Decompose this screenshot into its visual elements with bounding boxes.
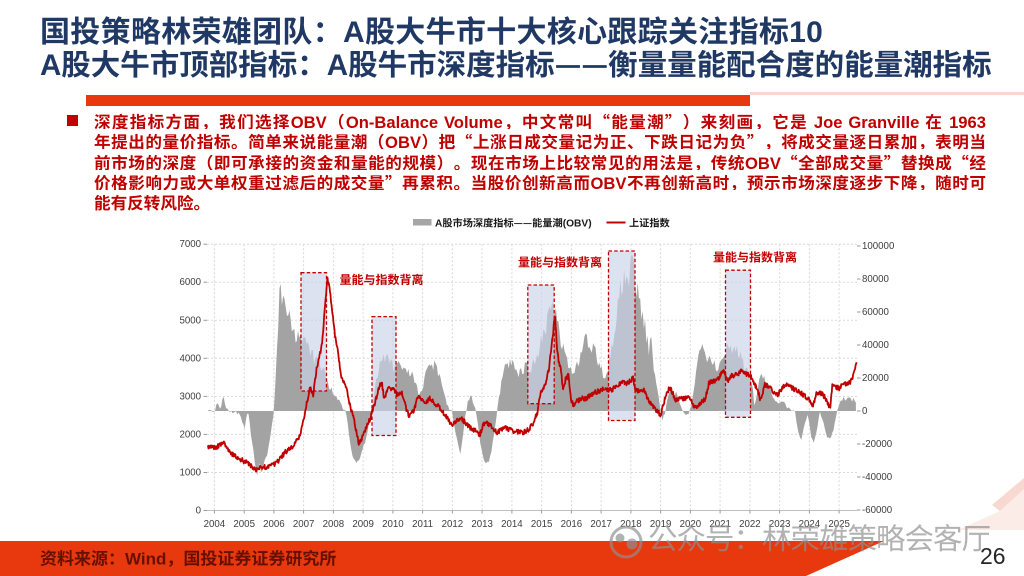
svg-text:2006: 2006	[263, 519, 285, 530]
svg-text:100000: 100000	[862, 241, 895, 252]
svg-text:2000: 2000	[179, 429, 201, 440]
svg-text:2008: 2008	[323, 519, 345, 530]
svg-text:6000: 6000	[179, 277, 201, 288]
svg-text:2014: 2014	[501, 519, 523, 530]
svg-text:7000: 7000	[179, 239, 201, 250]
svg-text:量能与指数背离: 量能与指数背离	[518, 254, 602, 271]
svg-text:-20000: -20000	[862, 439, 893, 450]
svg-text:-40000: -40000	[862, 472, 893, 483]
svg-text:2007: 2007	[293, 519, 315, 530]
svg-text:2015: 2015	[531, 519, 553, 530]
svg-text:2013: 2013	[471, 519, 493, 530]
svg-text:2023: 2023	[769, 519, 791, 530]
svg-text:2021: 2021	[709, 519, 731, 530]
svg-text:上证指数: 上证指数	[629, 215, 670, 230]
svg-text:-60000: -60000	[862, 505, 893, 516]
svg-text:2016: 2016	[561, 519, 583, 530]
svg-text:1000: 1000	[179, 468, 201, 479]
svg-text:2005: 2005	[233, 519, 255, 530]
svg-text:2011: 2011	[412, 519, 433, 530]
svg-text:2022: 2022	[739, 519, 761, 530]
svg-text:40000: 40000	[862, 340, 890, 351]
svg-text:2017: 2017	[590, 519, 612, 530]
svg-text:量能与指数背离: 量能与指数背离	[713, 249, 797, 266]
svg-text:2020: 2020	[680, 519, 702, 530]
svg-text:5000: 5000	[179, 315, 201, 326]
svg-text:2025: 2025	[828, 519, 850, 530]
svg-text:资料来源：Wind，国投证券证券研究所: 资料来源：Wind，国投证券证券研究所	[40, 545, 336, 570]
svg-text:公众号：林荣雄策略会客厅: 公众号：林荣雄策略会客厅	[648, 516, 991, 558]
svg-text:4000: 4000	[179, 353, 201, 364]
svg-text:3000: 3000	[179, 391, 201, 402]
svg-text:2010: 2010	[382, 519, 404, 530]
svg-text:26: 26	[980, 543, 1006, 569]
svg-text:2018: 2018	[620, 519, 642, 530]
svg-text:20000: 20000	[862, 373, 890, 384]
svg-text:2004: 2004	[204, 519, 226, 530]
svg-text:A股市场深度指标——能量潮(OBV): A股市场深度指标——能量潮(OBV)	[435, 215, 592, 230]
svg-text:0: 0	[196, 506, 202, 517]
svg-text:80000: 80000	[862, 274, 890, 285]
svg-text:0: 0	[862, 406, 868, 417]
svg-text:2009: 2009	[352, 519, 374, 530]
svg-text:量能与指数背离: 量能与指数背离	[339, 271, 423, 288]
svg-text:2012: 2012	[442, 519, 464, 530]
svg-text:60000: 60000	[862, 307, 890, 318]
svg-text:2019: 2019	[650, 519, 672, 530]
svg-text:2024: 2024	[799, 519, 821, 530]
